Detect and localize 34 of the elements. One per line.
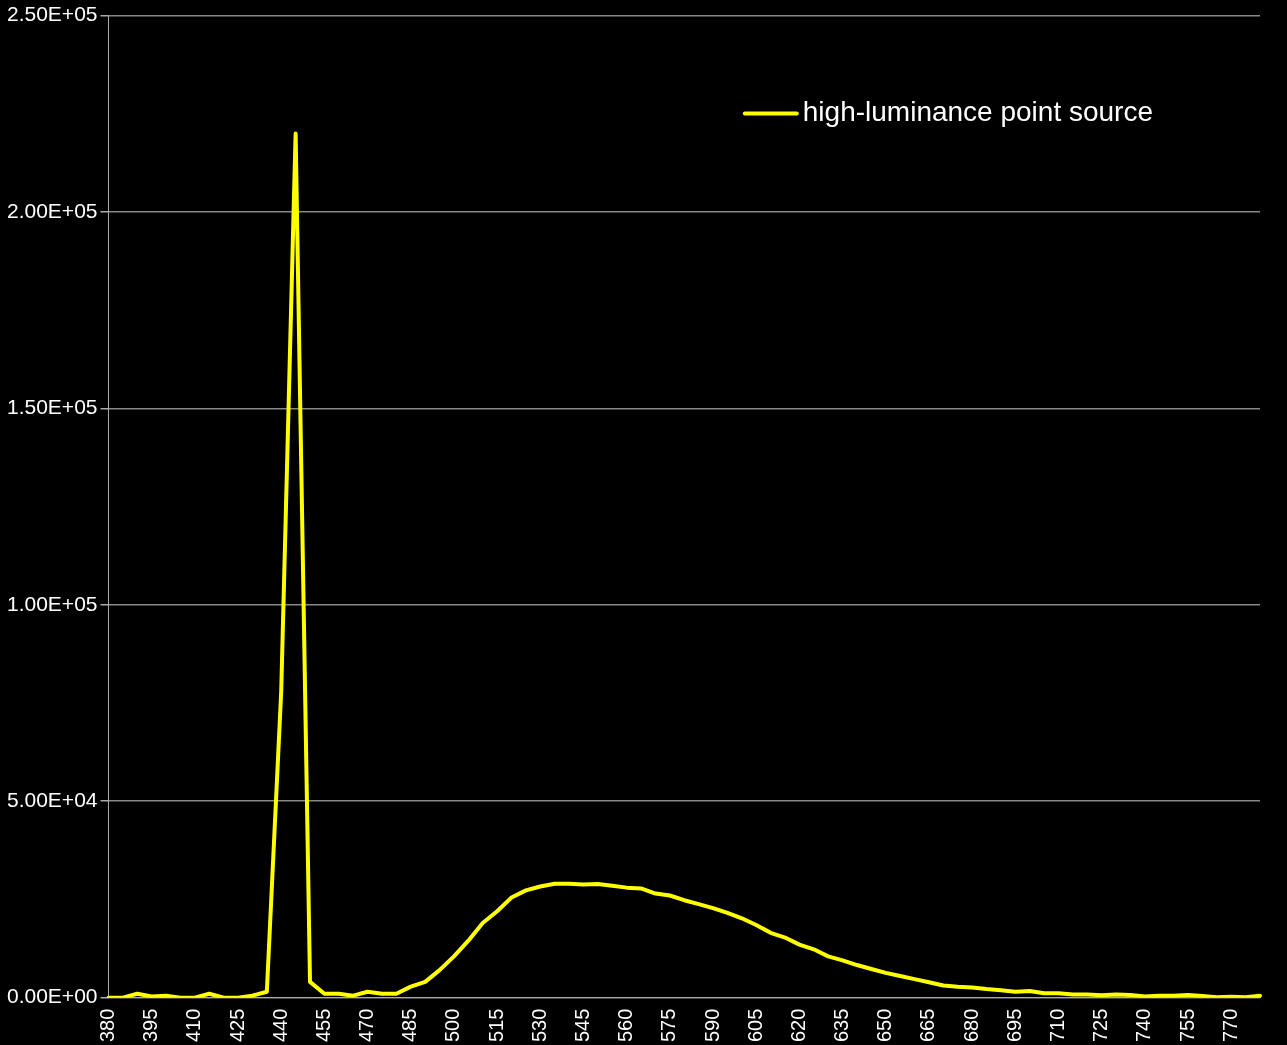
x-tick-label: 695 [1002,1008,1025,1043]
x-tick-label: 380 [96,1008,119,1043]
x-tick-label: 410 [182,1008,205,1043]
legend-label: high-luminance point source [802,96,1154,128]
x-tick-label: 635 [830,1008,853,1043]
x-tick-label: 440 [268,1008,291,1043]
y-tick-label: 5.00E+04 [6,788,98,812]
x-tick-label: 560 [614,1008,637,1043]
x-tick-label: 605 [743,1008,766,1043]
x-tick-label: 470 [355,1008,378,1043]
x-tick-label: 650 [873,1008,896,1043]
x-tick-label: 710 [1046,1008,1068,1043]
x-tick-label: 500 [441,1008,464,1043]
x-tick-label: 725 [1089,1008,1112,1043]
y-tick-label: 0.00E+00 [6,984,98,1008]
x-tick-label: 485 [398,1008,421,1043]
x-tick-label: 665 [916,1008,939,1043]
x-tick-label: 590 [700,1008,723,1043]
x-tick-label: 740 [1132,1008,1155,1043]
x-tick-label: 425 [225,1008,248,1043]
x-tick-label: 515 [484,1008,507,1043]
x-tick-label: 545 [571,1008,594,1043]
y-tick-label: 1.00E+05 [6,591,98,615]
y-tick-label: 1.50E+05 [6,395,98,419]
y-tick-label: 2.00E+05 [6,198,98,222]
x-tick-label: 575 [657,1008,680,1043]
x-tick-label: 770 [1218,1008,1241,1043]
x-tick-label: 530 [527,1008,550,1043]
x-tick-label: 755 [1175,1008,1198,1043]
x-tick-label: 395 [139,1008,162,1043]
y-tick-label: 2.50E+05 [6,2,98,26]
x-tick-label: 455 [311,1008,334,1043]
x-tick-label: 680 [959,1008,982,1043]
x-tick-label: 620 [786,1008,809,1043]
